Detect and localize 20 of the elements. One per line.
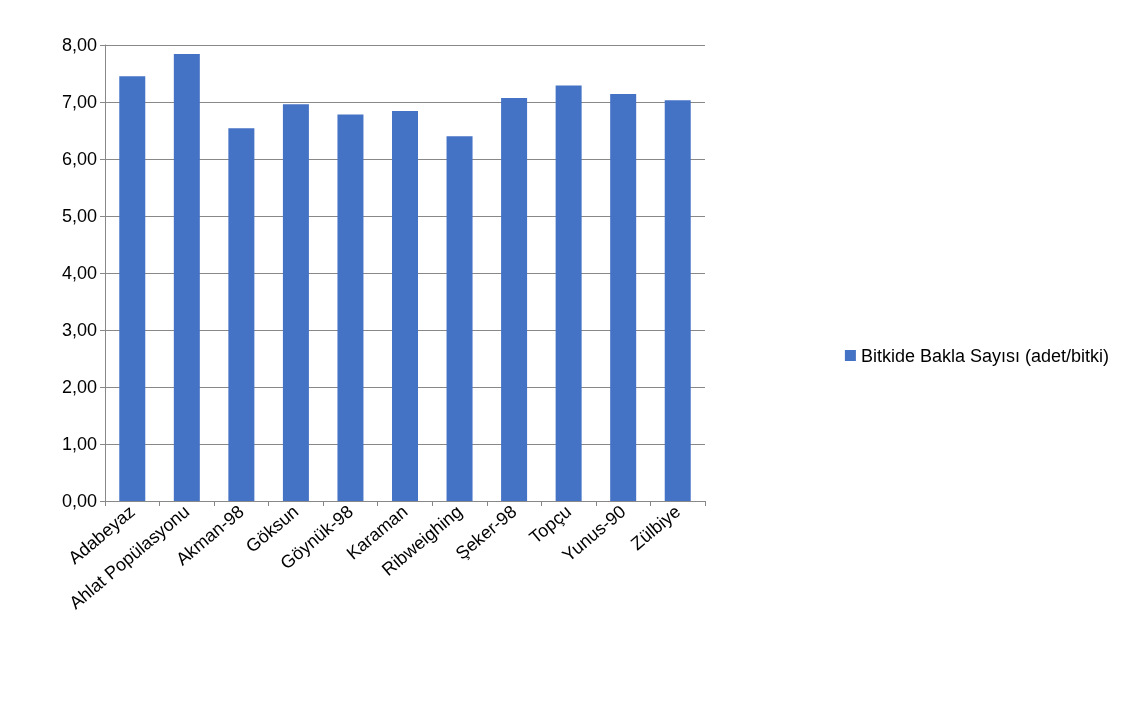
y-tick-label: 5,00 bbox=[61, 206, 97, 226]
bar bbox=[228, 128, 255, 501]
bar bbox=[664, 100, 691, 501]
bar bbox=[610, 94, 637, 501]
legend-label: Bitkide Bakla Sayısı (adet/bitki) bbox=[860, 345, 1109, 366]
y-tick-label: 2,00 bbox=[61, 377, 97, 397]
bar bbox=[282, 104, 309, 501]
bar bbox=[446, 136, 473, 501]
bar bbox=[555, 85, 582, 501]
y-tick-label: 6,00 bbox=[61, 149, 97, 169]
bar bbox=[119, 76, 146, 501]
bar bbox=[392, 111, 418, 501]
bar bbox=[501, 98, 528, 501]
y-tick-label: 1,00 bbox=[61, 434, 97, 454]
bar bbox=[337, 114, 364, 501]
bar bbox=[173, 54, 200, 501]
y-tick-label: 7,00 bbox=[61, 92, 97, 112]
y-tick-label: 8,00 bbox=[61, 35, 97, 55]
y-tick-label: 3,00 bbox=[61, 320, 97, 340]
y-tick-label: 4,00 bbox=[61, 263, 97, 283]
